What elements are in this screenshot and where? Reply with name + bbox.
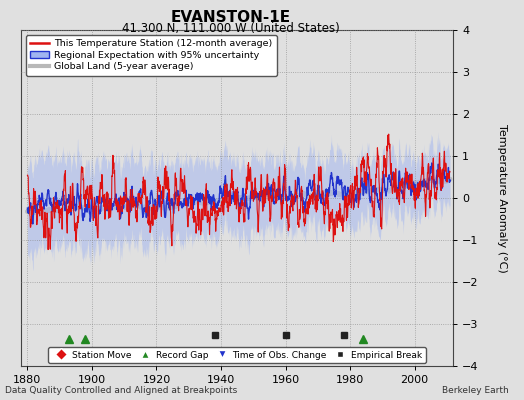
Text: EVANSTON-1E: EVANSTON-1E	[170, 10, 291, 25]
Text: Berkeley Earth: Berkeley Earth	[442, 386, 508, 395]
Text: Data Quality Controlled and Aligned at Breakpoints: Data Quality Controlled and Aligned at B…	[5, 386, 237, 395]
Y-axis label: Temperature Anomaly (°C): Temperature Anomaly (°C)	[497, 124, 507, 272]
Text: 41.300 N, 111.000 W (United States): 41.300 N, 111.000 W (United States)	[122, 22, 340, 35]
Legend: Station Move, Record Gap, Time of Obs. Change, Empirical Break: Station Move, Record Gap, Time of Obs. C…	[48, 347, 426, 363]
